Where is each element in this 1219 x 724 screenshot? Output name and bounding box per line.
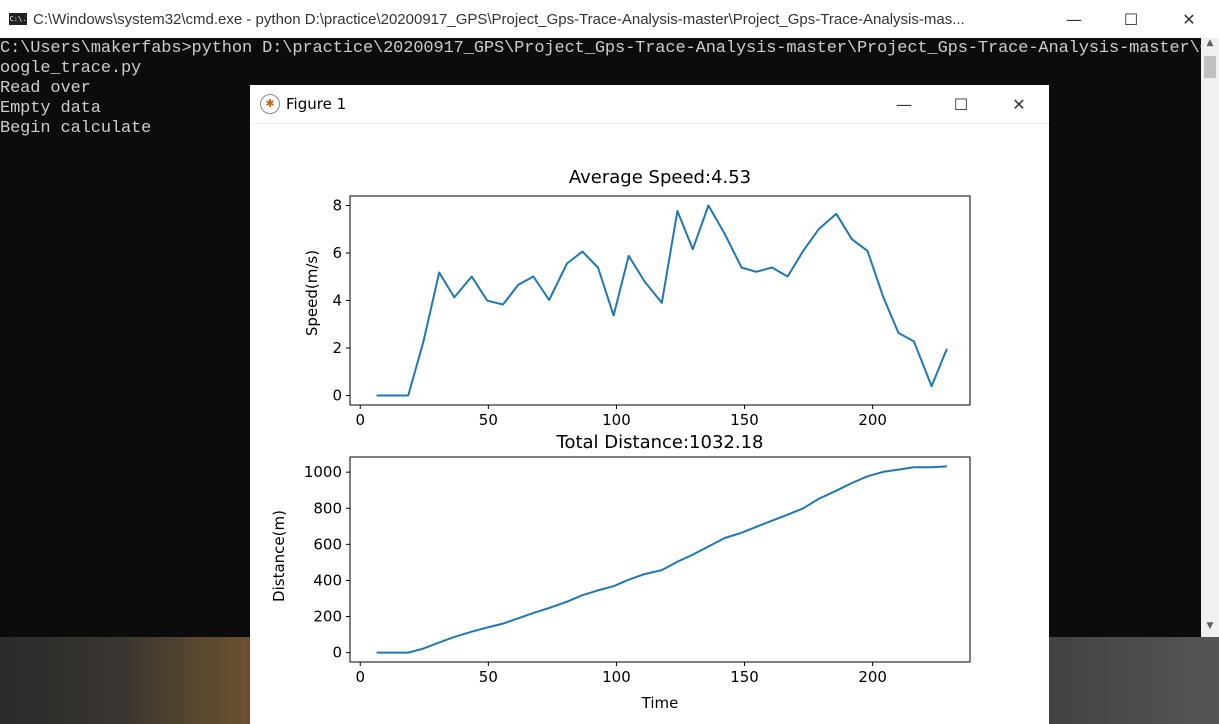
- time-xlabel: Time: [641, 694, 679, 712]
- y-tick-label: 0: [332, 644, 342, 662]
- console-line: Empty data: [0, 99, 101, 118]
- y-tick-label: 0: [332, 387, 342, 405]
- console-output: C:\Users\makerfabs>python D:\practice\20…: [0, 38, 1219, 139]
- figure-title: Figure 1: [286, 95, 347, 113]
- minimize-button[interactable]: —: [1066, 9, 1082, 29]
- y-tick-label: 1000: [304, 463, 342, 481]
- figure-maximize-button[interactable]: ☐: [953, 94, 969, 114]
- x-tick-label: 100: [602, 668, 631, 686]
- scroll-down-icon[interactable]: ▼: [1206, 621, 1214, 631]
- axes-frame: [349, 456, 971, 663]
- cmd-title-bar: C:\. C:\Windows\system32\cmd.exe - pytho…: [0, 0, 1219, 38]
- x-tick-label: 50: [479, 411, 498, 429]
- speed-axes: 0 50 100 150 200 0 2 4 6 8: [332, 195, 971, 429]
- y-tick-label: 8: [332, 197, 342, 215]
- x-tick-label: 200: [858, 668, 887, 686]
- x-tick-label: 100: [602, 411, 631, 429]
- figure-window: ✱ Figure 1 — ☐ ✕ 0 50 100 150 200 0 2 4 6 8 0 50 10…: [250, 85, 1049, 724]
- console-line: Read over: [0, 79, 91, 98]
- x-tick-label: 50: [479, 668, 498, 686]
- matplotlib-icon: ✱: [260, 94, 280, 114]
- y-tick-label: 6: [332, 244, 342, 262]
- x-tick-label: 150: [730, 668, 759, 686]
- figure-title-bar: ✱ Figure 1 — ☐ ✕: [250, 85, 1049, 124]
- console-line: C:\Users\makerfabs>python D:\practice\20…: [0, 39, 1210, 58]
- series-line: [376, 204, 948, 397]
- y-tick-label: 2: [332, 339, 342, 357]
- x-tick-label: 0: [355, 668, 365, 686]
- y-tick-label: 800: [313, 499, 342, 517]
- x-tick-label: 200: [858, 411, 887, 429]
- distance-ylabel: Distance(m): [270, 510, 288, 602]
- figure-minimize-button[interactable]: —: [896, 94, 912, 114]
- scroll-up-icon[interactable]: ▲: [1206, 38, 1214, 48]
- maximize-button[interactable]: ☐: [1123, 9, 1139, 29]
- y-tick-label: 200: [313, 608, 342, 626]
- figure-canvas: 0 50 100 150 200 0 2 4 6 8 0 50 100 150 200 0 200 400 600…: [270, 167, 971, 712]
- console-line: Begin calculate: [0, 119, 152, 138]
- distance-axes: 0 50 100 150 200 0 200 400 600 800 1000: [304, 456, 971, 686]
- speed-ylabel: Speed(m/s): [303, 250, 321, 336]
- cmd-app-icon: C:\.: [9, 13, 27, 25]
- close-button[interactable]: ✕: [1182, 9, 1196, 29]
- y-tick-label: 400: [313, 571, 342, 589]
- figure-close-button[interactable]: ✕: [1012, 94, 1026, 114]
- series-line: [376, 465, 947, 654]
- console-line: oogle_trace.py: [0, 59, 142, 78]
- console-scrollbar[interactable]: ▲ ▼: [1201, 38, 1219, 637]
- cmd-title: C:\Windows\system32\cmd.exe - python D:\…: [33, 10, 965, 28]
- y-tick-label: 600: [313, 535, 342, 553]
- x-tick-label: 150: [730, 411, 759, 429]
- x-tick-label: 0: [355, 411, 365, 429]
- speed-chart-title: Average Speed:4.53: [569, 167, 751, 188]
- distance-chart-title: Total Distance:1032.18: [556, 432, 764, 453]
- y-tick-label: 4: [332, 292, 342, 310]
- scrollbar-thumb[interactable]: [1204, 56, 1216, 78]
